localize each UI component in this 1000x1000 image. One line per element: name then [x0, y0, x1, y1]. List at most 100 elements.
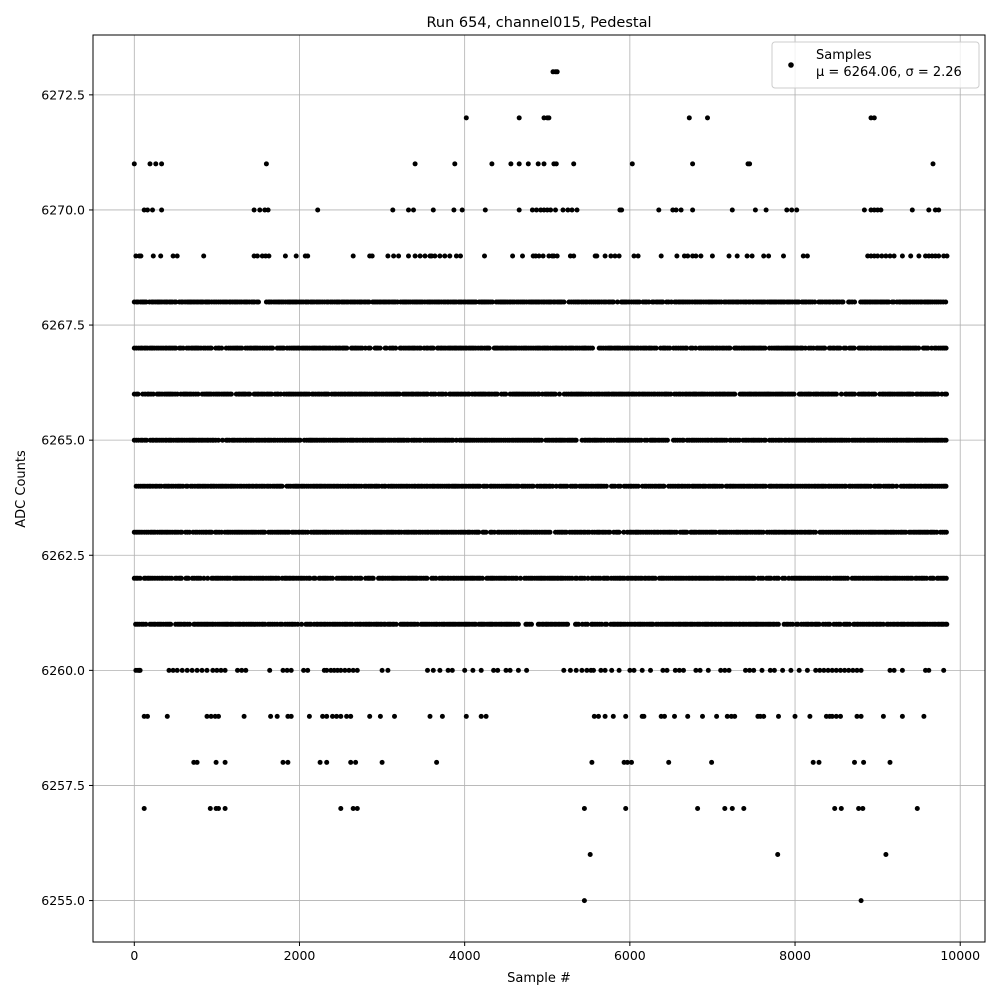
data-point [858, 713, 864, 719]
data-point [320, 713, 326, 719]
data-point [930, 575, 936, 581]
data-point [168, 621, 174, 627]
data-point [478, 667, 484, 673]
data-point [695, 806, 701, 811]
data-point [673, 207, 679, 213]
data-point [251, 207, 257, 213]
data-point [747, 161, 753, 167]
data-point [279, 483, 285, 489]
data-point [615, 299, 620, 305]
data-point [548, 207, 554, 213]
data-point [875, 253, 881, 259]
y-tick-label: 6265.0 [41, 433, 85, 448]
data-point [602, 667, 608, 673]
data-point [573, 667, 579, 673]
data-point [766, 253, 772, 259]
data-point [390, 207, 396, 213]
data-point [579, 667, 585, 673]
data-point [713, 529, 719, 535]
data-point [266, 253, 272, 259]
data-point [518, 575, 523, 581]
data-point [348, 713, 354, 719]
data-point [804, 667, 810, 673]
data-point [795, 621, 801, 627]
data-point [631, 667, 637, 673]
data-point [447, 253, 453, 259]
data-point [150, 391, 156, 397]
data-point [550, 483, 556, 489]
data-point [437, 667, 443, 673]
data-point [759, 667, 765, 673]
data-point [530, 483, 536, 489]
y-tick-label: 6267.5 [41, 318, 85, 333]
data-point [858, 898, 864, 904]
data-point [887, 667, 893, 673]
data-point [610, 713, 616, 719]
data-point [760, 529, 766, 535]
data-point [832, 806, 838, 811]
data-point [305, 253, 311, 259]
data-point [673, 529, 679, 535]
data-point [367, 345, 373, 351]
data-point [751, 667, 757, 673]
data-point [354, 806, 360, 811]
data-point [153, 161, 159, 167]
data-point [257, 207, 263, 213]
data-point [599, 621, 605, 627]
data-point [660, 299, 666, 305]
data-point [581, 898, 587, 904]
data-point [573, 437, 579, 443]
data-point [247, 391, 253, 397]
data-point [627, 667, 633, 673]
data-point [305, 529, 311, 535]
data-point [909, 207, 915, 213]
data-point [714, 713, 720, 719]
data-point [220, 437, 225, 443]
data-point [535, 161, 541, 167]
data-point [324, 713, 330, 719]
data-point [138, 253, 144, 259]
data-point [358, 575, 364, 581]
data-point [393, 621, 399, 627]
x-axis-label: Sample # [507, 971, 571, 986]
data-point [477, 483, 483, 489]
data-point [534, 207, 539, 213]
data-point [858, 667, 864, 673]
data-point [666, 759, 672, 765]
data-point [732, 391, 738, 397]
data-point [810, 759, 816, 765]
data-point [377, 713, 383, 719]
data-point [925, 345, 931, 351]
data-point [887, 759, 893, 765]
data-point [150, 253, 156, 259]
data-point [306, 713, 312, 719]
data-point [265, 207, 271, 213]
data-point [747, 667, 753, 673]
data-point [385, 667, 391, 673]
data-points [131, 69, 950, 904]
data-point [451, 207, 457, 213]
data-point [827, 575, 833, 581]
data-point [791, 391, 797, 397]
data-point [943, 299, 949, 305]
data-point [792, 713, 798, 719]
data-point [781, 253, 786, 259]
data-point [483, 529, 489, 535]
data-point [590, 345, 595, 351]
data-point [561, 299, 567, 305]
data-point [943, 483, 949, 489]
data-point [209, 529, 215, 535]
data-point [672, 713, 677, 719]
data-point [602, 253, 608, 259]
data-point [761, 713, 767, 719]
data-point [604, 621, 610, 627]
data-point [660, 667, 666, 673]
data-point [591, 713, 597, 719]
data-point [478, 713, 484, 719]
data-point [516, 161, 522, 167]
data-point [775, 852, 781, 857]
y-axis-label: ADC Counts [14, 450, 29, 528]
data-point [617, 483, 623, 489]
data-point [295, 621, 301, 627]
data-point [672, 667, 678, 673]
